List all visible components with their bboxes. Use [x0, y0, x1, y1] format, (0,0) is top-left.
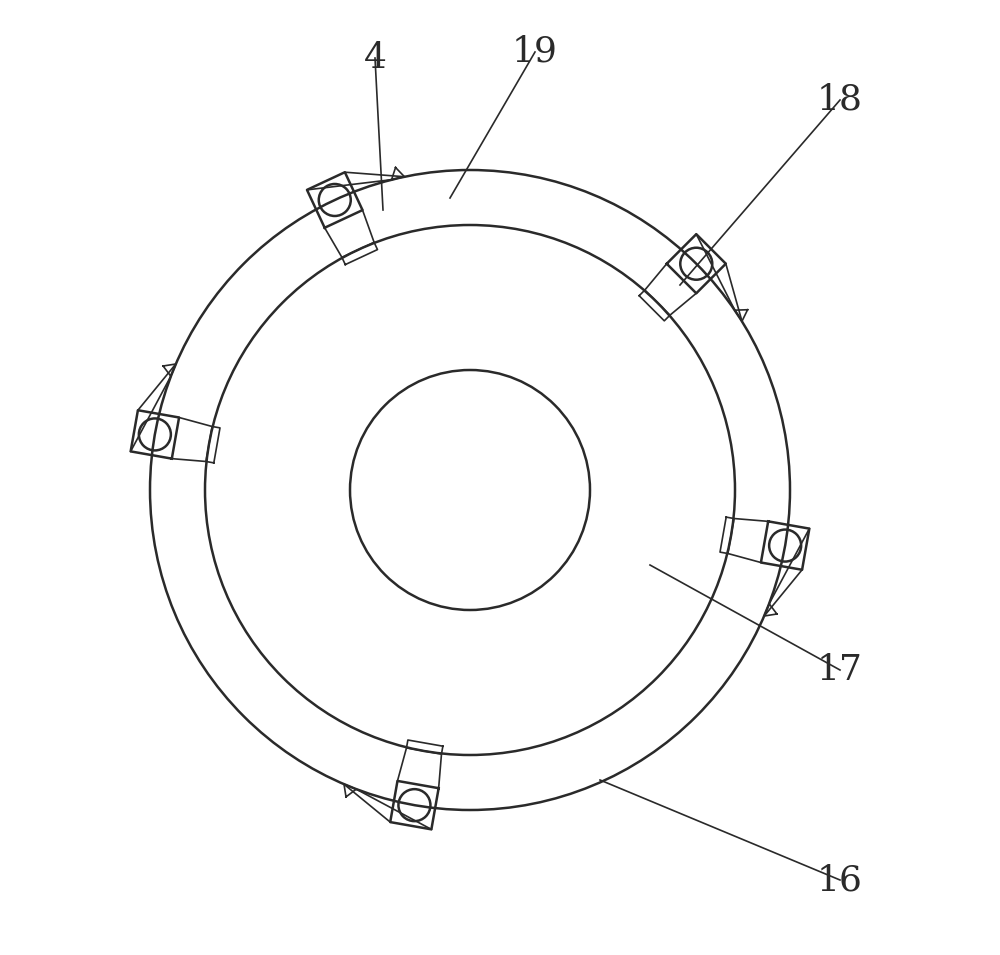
Text: 17: 17 — [817, 653, 863, 687]
Text: 16: 16 — [817, 863, 863, 897]
Text: 19: 19 — [512, 35, 558, 69]
Text: 18: 18 — [817, 83, 863, 117]
Text: 4: 4 — [364, 41, 386, 75]
